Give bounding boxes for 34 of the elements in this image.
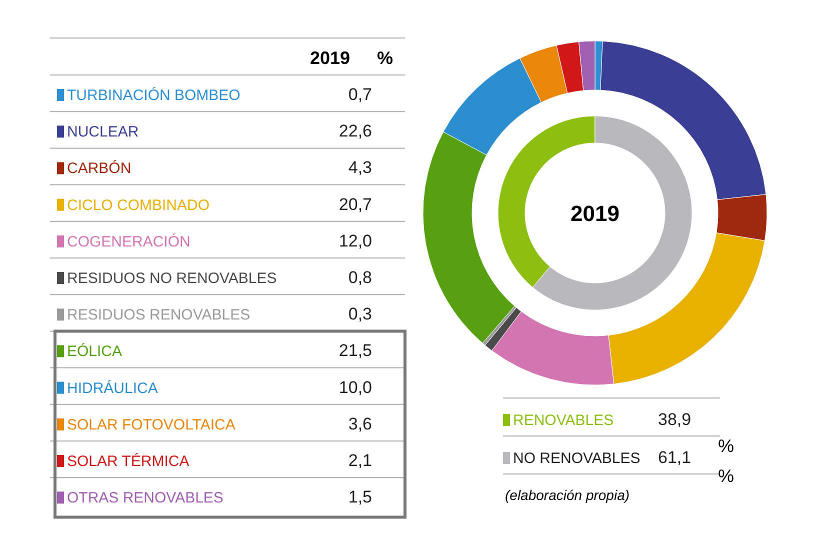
chart-title: 2019 [310,48,350,68]
legend-label: CICLO COMBINADO [67,196,210,214]
legend-label: RESIDUOS RENOVABLES [67,306,250,324]
text: % [718,436,734,456]
legend-label: NO RENOVABLES [513,450,640,467]
data-label: 61,1 [658,448,692,467]
data-label: 21,5 [338,341,372,360]
legend-label: COGENERACIÓN [67,232,190,250]
legend-label: CARBÓN [67,159,132,178]
data-label: 1,5 [348,488,372,507]
legend-label: OTRAS RENOVABLES [67,490,224,507]
data-label: 10,0 [338,378,372,397]
data-label: 0,8 [348,268,372,287]
legend-label: SOLAR TÉRMICA [67,452,190,470]
legend-label: RESIDUOS NO RENOVABLES [67,270,277,287]
data-label: 38,9 [658,410,692,429]
text: (elaboración propia) [505,487,630,503]
legend-label: RENOVABLES [513,412,614,429]
data-label: 4,3 [348,158,372,178]
data-label: 20,7 [338,194,372,214]
legend-label: TURBINACIÓN BOMBEO [67,86,240,104]
text: % [718,466,734,486]
data-label: 0,7 [348,85,372,104]
legend-label: HIDRÁULICA [67,378,158,397]
data-label: 22,6 [338,122,372,141]
data-label: 3,6 [348,414,372,434]
legend-label: EÓLICA [67,342,122,360]
legend-label: NUCLEAR [67,124,139,141]
data-label: 2,1 [348,451,372,470]
data-label: 0,3 [348,304,372,324]
text: % [376,48,394,68]
data-label: 12,0 [338,231,372,250]
text: 2019 [570,201,620,226]
legend-label: SOLAR FOTOVOLTAICA [67,416,236,434]
